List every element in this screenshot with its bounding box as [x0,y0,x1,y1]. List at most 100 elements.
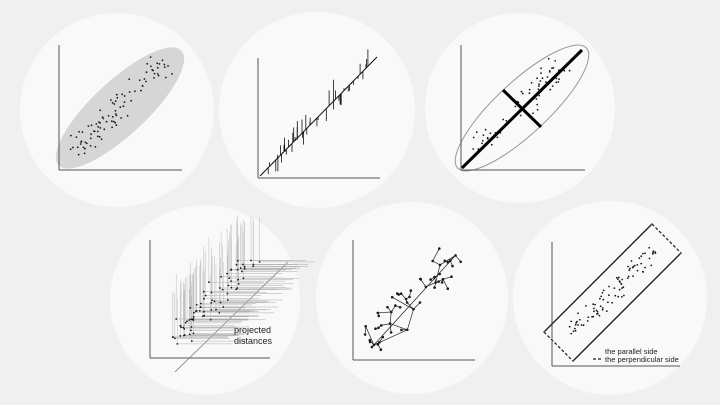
data-point [126,114,129,117]
data-point [546,76,549,78]
data-point [70,134,72,137]
data-point [210,291,213,294]
minor-axis [501,88,543,129]
data-point [243,267,246,270]
tree-edge [389,323,392,333]
data-point [376,343,380,346]
tree-edge [406,309,414,330]
data-point [539,80,542,82]
data-point [116,96,119,99]
data-point [95,123,98,125]
data-point [163,63,166,66]
data-point [490,143,493,146]
data-point [592,315,595,318]
data-point [618,276,620,279]
data-point [549,88,552,91]
perpendicular-side [651,223,682,254]
data-point [388,322,392,325]
data-point [540,72,542,74]
data-point [218,312,221,314]
data-point [601,308,604,311]
data-point [222,306,225,308]
data-point [195,304,198,306]
data-point [140,89,142,92]
data-point [405,301,409,304]
data-point [433,286,436,289]
data-point [81,131,84,134]
data-point [611,301,613,304]
data-point [252,263,255,266]
data-point [535,98,538,100]
data-point [640,262,643,265]
data-point [208,281,210,284]
data-point [472,136,475,139]
data-point [123,101,126,103]
data-point [593,310,595,313]
data-point [572,330,575,333]
data-point [103,128,106,131]
data-point [99,127,102,129]
data-point [632,275,634,277]
data-point [551,67,553,70]
data-point [438,247,441,250]
data-point [128,78,131,80]
data-point [521,92,524,95]
data-point [90,124,93,127]
data-point [364,325,368,328]
data-point [111,102,114,104]
data-point [134,90,136,93]
data-point [203,297,205,300]
data-point [578,318,581,321]
tree-edge [442,276,452,280]
data-point [484,128,487,131]
data-point [243,265,246,268]
data-point [472,148,475,150]
data-point [451,264,454,268]
data-point [102,117,105,120]
data-point [250,259,252,262]
data-point [94,146,97,148]
data-point [171,73,173,75]
data-point [241,270,243,273]
data-point [440,281,444,284]
data-point [615,276,618,279]
data-point [145,80,148,83]
data-point [640,255,643,258]
bounding-rectangle-panel: the parallel side the perpendicular side [513,201,707,395]
data-point [599,297,601,300]
data-point [226,272,229,275]
data-point [602,298,605,301]
data-point [555,81,558,84]
distances-label: distances [234,336,273,346]
data-point [85,142,88,145]
data-point [220,275,223,278]
data-point [577,312,579,315]
data-point [638,257,641,260]
tree-edge [389,323,408,331]
data-point [96,130,99,133]
data-point [130,99,133,102]
data-point [399,292,403,296]
data-point [594,303,596,306]
data-point [381,335,385,339]
confidence-ellipse [55,47,185,169]
data-point [406,328,409,332]
data-point [558,78,560,81]
data-point [437,280,440,283]
data-point [622,286,625,289]
data-point [540,67,542,70]
data-point [577,324,579,326]
data-point [502,118,505,121]
data-point [215,308,217,311]
data-point [377,314,381,318]
data-point [368,340,372,344]
data-point [195,309,198,312]
data-point [164,76,167,79]
data-point [621,278,624,281]
tree-edge [442,279,449,289]
data-point [380,324,383,327]
data-point [226,292,229,295]
data-point [617,278,619,281]
tree-edge [392,296,414,310]
tree-edge [425,282,436,288]
